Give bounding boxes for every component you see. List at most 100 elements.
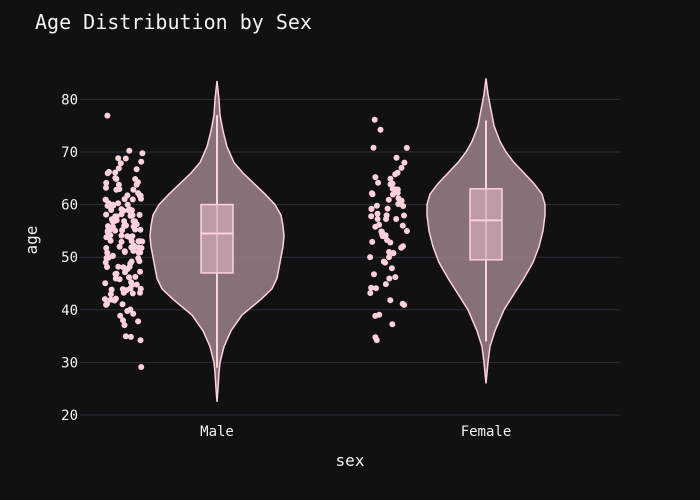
data-point: [373, 202, 380, 209]
data-point: [368, 206, 375, 212]
data-point: [117, 160, 124, 167]
data-point: [129, 212, 136, 219]
data-point: [382, 281, 389, 288]
data-point: [403, 144, 410, 151]
data-point: [127, 333, 134, 340]
data-point: [115, 263, 122, 270]
data-point: [112, 227, 119, 234]
data-point: [368, 284, 375, 291]
data-point: [135, 318, 142, 325]
data-point: [387, 297, 394, 304]
data-point: [130, 247, 137, 254]
data-point: [132, 226, 139, 233]
data-point: [401, 159, 408, 166]
data-point: [368, 213, 375, 220]
data-point: [392, 274, 399, 281]
data-point: [136, 258, 143, 265]
data-point: [387, 175, 394, 182]
data-point: [115, 165, 122, 172]
data-point: [389, 321, 396, 328]
data-point: [112, 295, 119, 302]
data-point: [371, 271, 377, 278]
y-tick-label: 40: [61, 303, 78, 319]
data-point: [386, 275, 393, 282]
data-point: [137, 268, 144, 275]
data-point: [124, 201, 131, 208]
data-point: [384, 237, 390, 243]
x-tick-label: Male: [200, 424, 234, 440]
data-point: [392, 171, 399, 178]
data-point: [374, 216, 381, 222]
data-point: [400, 203, 407, 209]
data-point: [104, 112, 111, 119]
data-point: [108, 207, 115, 213]
data-point: [104, 202, 111, 209]
data-point: [115, 200, 122, 207]
data-point: [135, 244, 142, 251]
data-point: [132, 273, 139, 280]
data-point: [139, 150, 146, 157]
data-point: [110, 201, 116, 208]
data-point: [376, 311, 383, 318]
data-point: [103, 211, 110, 218]
data-point: [128, 207, 135, 214]
data-point: [102, 259, 109, 266]
data-point: [368, 190, 375, 197]
y-tick-label: 20: [61, 408, 78, 424]
data-point: [138, 195, 144, 202]
data-point: [102, 280, 109, 287]
data-point: [102, 296, 108, 303]
data-point: [115, 181, 122, 188]
data-point: [382, 259, 389, 266]
data-point: [375, 179, 382, 186]
data-point: [367, 254, 374, 261]
data-point: [393, 216, 400, 222]
y-axis-title: age: [22, 226, 41, 255]
chart-title: Age Distribution by Sex: [35, 10, 312, 34]
x-axis-title: sex: [336, 451, 365, 470]
data-point: [119, 227, 126, 234]
data-point: [374, 210, 381, 217]
data-point: [109, 218, 116, 225]
data-point: [389, 191, 396, 198]
data-point: [373, 285, 379, 292]
data-point: [388, 265, 395, 272]
data-point: [122, 269, 128, 276]
data-point: [128, 238, 135, 244]
data-point: [128, 258, 135, 265]
data-point: [395, 201, 402, 207]
data-point: [124, 308, 131, 314]
data-point: [104, 249, 111, 256]
data-point: [118, 232, 125, 239]
data-point: [104, 227, 111, 234]
data-point: [116, 276, 123, 283]
box-iqr: [200, 203, 234, 274]
data-point: [383, 216, 389, 222]
data-point: [113, 270, 120, 277]
data-point: [133, 221, 140, 228]
data-point: [398, 164, 405, 171]
data-point: [138, 158, 145, 165]
data-point: [121, 249, 128, 255]
y-tick-label: 80: [61, 92, 78, 108]
data-point: [127, 285, 134, 292]
y-tick-label: 60: [61, 198, 78, 214]
data-point: [107, 291, 114, 298]
data-point: [134, 179, 141, 186]
data-point: [107, 232, 114, 239]
data-point: [104, 300, 110, 307]
data-point: [115, 155, 122, 162]
data-point: [381, 232, 388, 239]
data-point: [105, 254, 112, 261]
data-point: [135, 249, 142, 256]
data-point: [137, 226, 144, 233]
data-point: [400, 243, 406, 250]
data-point: [103, 245, 110, 251]
y-tick-label: 30: [61, 355, 78, 371]
data-point: [372, 174, 379, 181]
data-point: [122, 155, 129, 162]
data-point: [103, 179, 110, 186]
data-point: [376, 221, 383, 228]
